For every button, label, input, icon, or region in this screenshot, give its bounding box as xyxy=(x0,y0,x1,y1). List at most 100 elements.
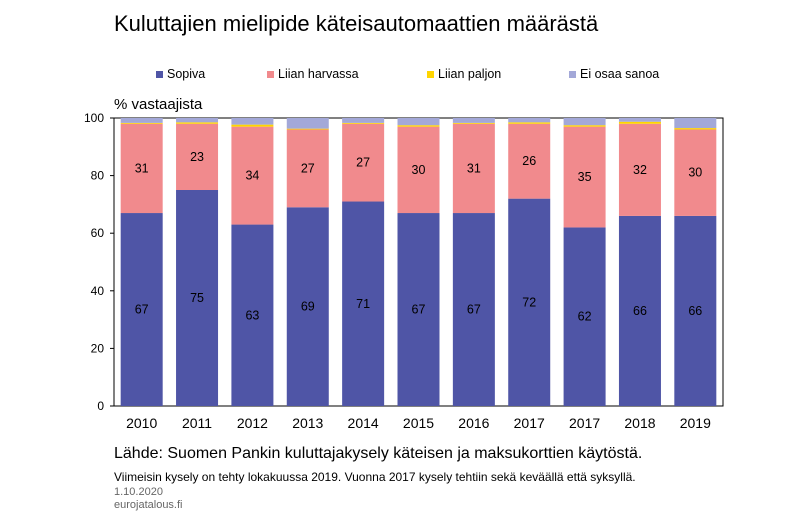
bar-sopiva xyxy=(397,213,440,406)
bar-liian-harvassa xyxy=(342,123,385,202)
bar-ei-osaa-sanoa xyxy=(286,118,329,129)
legend-item-sopiva: Sopiva xyxy=(156,67,205,81)
x-tick-label: 2014 xyxy=(348,415,379,431)
bar-ei-osaa-sanoa xyxy=(674,118,717,129)
data-label: 72 xyxy=(522,295,536,309)
bar-sopiva xyxy=(176,190,219,406)
x-tick-label: 2018 xyxy=(624,415,655,431)
chart-title: Kuluttajien mielipide käteisautomaattien… xyxy=(114,11,599,36)
bar-liian-harvassa xyxy=(286,129,329,208)
legend-label-ei-osaa-sanoa: Ei osaa sanoa xyxy=(580,67,660,81)
y-axis-title: % vastaajista xyxy=(114,96,203,113)
bar-liian-harvassa xyxy=(397,126,440,214)
bar-liian-harvassa xyxy=(120,123,163,214)
data-label: 71 xyxy=(356,297,370,311)
data-label: 67 xyxy=(135,303,149,317)
bar-ei-osaa-sanoa xyxy=(452,118,495,123)
bar-liian-harvassa xyxy=(563,126,606,228)
x-tick-label: 2011 xyxy=(182,415,212,431)
bar-liian-paljon xyxy=(508,122,551,124)
bar-ei-osaa-sanoa xyxy=(120,118,163,123)
legend-item-liian-harvassa: Liian harvassa xyxy=(267,67,359,81)
data-label: 35 xyxy=(578,170,592,184)
bar-liian-harvassa xyxy=(452,123,495,214)
bar-liian-paljon xyxy=(120,122,163,124)
legend: Sopiva Liian harvassa Liian paljon Ei os… xyxy=(0,67,800,85)
x-tick-label: 2016 xyxy=(458,415,489,431)
bar-liian-harvassa xyxy=(231,126,274,225)
data-label: 75 xyxy=(190,291,204,305)
y-tick-label: 60 xyxy=(91,226,105,240)
data-label: 23 xyxy=(190,150,204,164)
bar-sopiva xyxy=(342,201,385,406)
bar-ei-osaa-sanoa xyxy=(397,118,440,126)
data-label: 66 xyxy=(688,304,702,318)
bar-liian-harvassa xyxy=(618,123,661,216)
legend-swatch-ei-osaa-sanoa xyxy=(569,70,576,78)
bar-sopiva xyxy=(563,227,606,406)
data-label: 67 xyxy=(467,303,481,317)
bar-sopiva xyxy=(120,213,163,406)
data-label: 66 xyxy=(633,304,647,318)
bar-ei-osaa-sanoa xyxy=(176,118,219,123)
y-tick-label: 40 xyxy=(91,284,105,298)
bar-liian-paljon xyxy=(674,128,717,130)
bar-liian-paljon xyxy=(452,122,495,124)
data-label: 63 xyxy=(245,308,259,322)
bar-sopiva xyxy=(286,207,329,406)
bar-liian-paljon xyxy=(618,121,661,124)
legend-swatch-liian-paljon xyxy=(427,70,434,78)
site-text: eurojatalous.fi xyxy=(114,499,183,511)
bar-ei-osaa-sanoa xyxy=(508,118,551,123)
x-tick-label: 2013 xyxy=(292,415,323,431)
legend-swatch-liian-harvassa xyxy=(267,70,274,78)
bar-sopiva xyxy=(674,215,717,406)
legend-label-liian-harvassa: Liian harvassa xyxy=(278,67,359,81)
x-tick-label: 2019 xyxy=(680,415,711,431)
source-text: Lähde: Suomen Pankin kuluttajakysely kät… xyxy=(114,445,643,462)
bar-liian-paljon xyxy=(397,125,440,127)
data-label: 30 xyxy=(688,166,702,180)
bar-liian-paljon xyxy=(563,125,606,127)
data-label: 34 xyxy=(245,169,259,183)
bar-liian-harvassa xyxy=(508,123,551,199)
data-label: 27 xyxy=(356,156,370,170)
data-label: 30 xyxy=(412,163,426,177)
legend-swatch-sopiva xyxy=(156,70,163,78)
bar-liian-harvassa xyxy=(176,123,219,190)
bar-liian-paljon xyxy=(342,122,385,124)
data-label: 31 xyxy=(135,161,149,175)
bar-liian-paljon xyxy=(286,128,329,130)
legend-label-liian-paljon: Liian paljon xyxy=(438,67,502,81)
bar-sopiva xyxy=(452,213,495,406)
bar-liian-paljon xyxy=(231,124,274,127)
bar-liian-paljon xyxy=(176,122,219,124)
note-text: Viimeisin kysely on tehty lokakuussa 201… xyxy=(114,470,636,484)
y-tick-label: 100 xyxy=(84,111,104,125)
bar-ei-osaa-sanoa xyxy=(342,118,385,123)
legend-item-liian-paljon: Liian paljon xyxy=(427,67,501,81)
data-label: 32 xyxy=(633,163,647,177)
y-tick-label: 0 xyxy=(97,399,104,413)
y-tick-label: 20 xyxy=(91,341,105,355)
x-tick-label: 2017 xyxy=(514,415,545,431)
data-label: 69 xyxy=(301,300,315,314)
bar-sopiva xyxy=(618,215,661,406)
data-label: 26 xyxy=(522,154,536,168)
x-tick-label: 2017 xyxy=(569,415,600,431)
bar-ei-osaa-sanoa xyxy=(231,118,274,125)
x-tick-label: 2015 xyxy=(403,415,434,431)
x-tick-label: 2010 xyxy=(126,415,157,431)
chart-area: 0 20 40 60 80 100 67 31 2010 75 23 2011 63 34 2012 69 27… xyxy=(84,111,724,431)
bar-sopiva xyxy=(231,224,274,406)
data-label: 31 xyxy=(467,161,481,175)
bar-liian-harvassa xyxy=(674,129,717,216)
legend-label-sopiva: Sopiva xyxy=(167,67,206,81)
date-text: 1.10.2020 xyxy=(114,486,163,498)
bar-ei-osaa-sanoa xyxy=(563,118,606,126)
bar-ei-osaa-sanoa xyxy=(618,118,661,122)
bar-sopiva xyxy=(508,198,551,406)
y-tick-label: 80 xyxy=(91,169,105,183)
legend-item-ei-osaa-sanoa: Ei osaa sanoa xyxy=(569,67,659,81)
data-label: 27 xyxy=(301,161,315,175)
